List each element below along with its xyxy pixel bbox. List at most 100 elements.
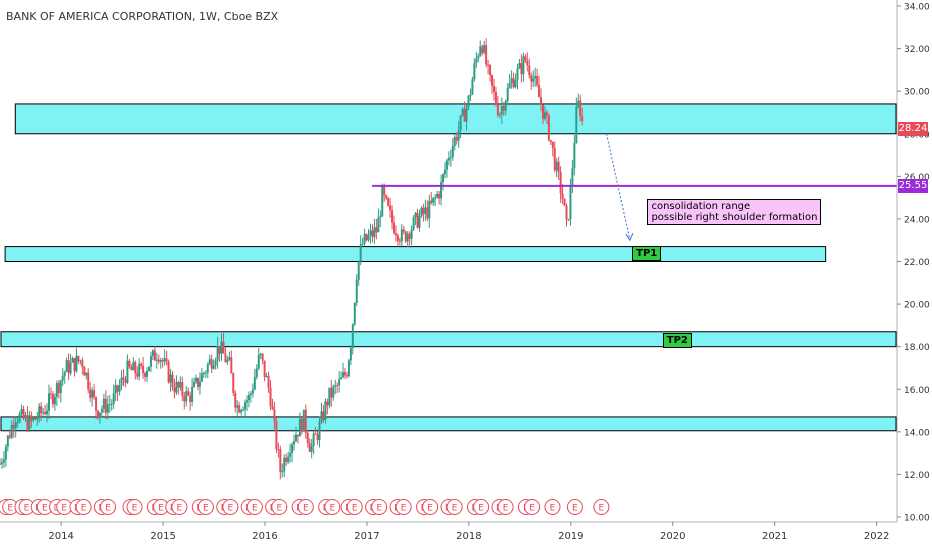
candle-body <box>179 382 182 388</box>
candle-body <box>381 186 384 217</box>
candle-body <box>491 75 494 86</box>
consolidation-note[interactable]: consolidation range possible right shoul… <box>647 198 822 225</box>
candle-body <box>361 243 364 245</box>
earnings-marker-label: E <box>303 504 309 514</box>
candle-body <box>236 405 239 408</box>
candle-body <box>445 160 448 170</box>
candle-body <box>489 65 492 76</box>
candle-body <box>414 212 417 218</box>
candle-body <box>365 233 368 241</box>
tp1-label[interactable]: TP1 <box>632 245 662 261</box>
candle-body <box>153 350 156 361</box>
candle-body <box>557 161 560 172</box>
candle-body <box>251 389 254 394</box>
y-axis[interactable]: 10.00 12.00 14.00 16.00 18.00 20.00 22.00 24.00… <box>896 0 930 524</box>
candle-body <box>410 229 413 239</box>
candle-body <box>42 412 45 414</box>
x-tick-label: 2022 <box>864 531 889 542</box>
earnings-marker-label: E <box>427 504 433 514</box>
candle-body <box>573 142 576 169</box>
candle-body <box>394 233 397 236</box>
candle-body <box>538 85 541 98</box>
candle-body <box>36 418 39 420</box>
earnings-circle <box>473 499 490 515</box>
earnings-marker-label: E <box>478 504 484 514</box>
support-resistance-zone <box>4 246 827 263</box>
earnings-circle <box>566 499 583 515</box>
candle-body <box>447 158 450 161</box>
candle-body <box>398 240 401 242</box>
candle-body <box>283 457 286 472</box>
candle-body <box>479 46 482 56</box>
candle-body <box>424 207 427 214</box>
candle-body <box>289 453 292 457</box>
candle-body <box>240 410 243 413</box>
candle-body <box>563 198 566 206</box>
candle-body <box>522 56 525 75</box>
earnings-circle <box>297 499 314 515</box>
earnings-marker-label: E <box>177 504 183 514</box>
candle-body <box>106 404 109 413</box>
earnings-marker-label: E <box>132 504 138 514</box>
earnings-circle <box>497 499 514 515</box>
candle-body <box>210 359 213 369</box>
candle-body <box>579 100 582 117</box>
candle-body <box>318 421 321 441</box>
candle-body <box>438 193 441 199</box>
candle-body <box>245 400 248 403</box>
candle-body <box>436 193 439 198</box>
candle-body <box>465 107 468 122</box>
earnings-marker-label: E <box>7 504 13 514</box>
candle-body <box>485 45 488 65</box>
candle-body <box>89 389 92 398</box>
tp2-label[interactable]: TP2 <box>662 333 692 349</box>
earnings-marker-label: E <box>529 504 535 514</box>
candle-body <box>428 200 431 219</box>
candle-body <box>14 422 17 429</box>
candle-body <box>189 395 192 403</box>
candle-body <box>475 58 478 64</box>
earnings-circle <box>222 499 239 515</box>
x-axis[interactable]: 2014 2015 2016 2017 2018 2019 2020 2021 2022 <box>0 521 897 542</box>
candle-body <box>412 217 415 230</box>
candle-body <box>312 433 315 446</box>
candle-body <box>20 408 23 414</box>
earnings-marker-label: E <box>572 504 578 514</box>
earnings-circle <box>246 499 263 515</box>
candle-body <box>108 404 111 406</box>
candle-body <box>4 446 7 460</box>
candle-body <box>208 359 211 365</box>
candle-body <box>228 357 231 360</box>
candle-body <box>238 405 241 413</box>
earnings-marker-label: E <box>252 504 258 514</box>
candle-body <box>140 363 143 366</box>
candle-body <box>320 411 323 422</box>
candle-body <box>396 235 399 241</box>
earnings-circle <box>75 499 92 515</box>
earnings-marker-label: E <box>599 504 605 514</box>
earnings-circle <box>593 499 610 515</box>
earnings-marker-label: E <box>550 504 556 514</box>
zones <box>0 103 897 432</box>
candle-body <box>524 56 527 61</box>
candle-body <box>198 381 201 387</box>
candle-body <box>575 106 578 143</box>
candle-body <box>322 411 325 420</box>
candle-body <box>500 106 503 115</box>
candle-body <box>344 372 346 376</box>
y-tick-label: 14.00 <box>904 428 930 438</box>
candle-body <box>357 261 360 280</box>
candle-body <box>244 402 247 410</box>
candle-body <box>226 359 229 363</box>
candle-body <box>57 383 60 393</box>
line-price-tag: 25.55 <box>898 178 928 193</box>
candle-body <box>269 387 272 407</box>
candle-body <box>355 279 358 303</box>
candle-body <box>157 359 160 362</box>
projection-arrow <box>606 133 634 242</box>
candle-body <box>149 356 152 367</box>
candle-body <box>34 417 37 420</box>
candle-body <box>67 360 70 374</box>
x-tick-label: 2020 <box>660 531 685 542</box>
